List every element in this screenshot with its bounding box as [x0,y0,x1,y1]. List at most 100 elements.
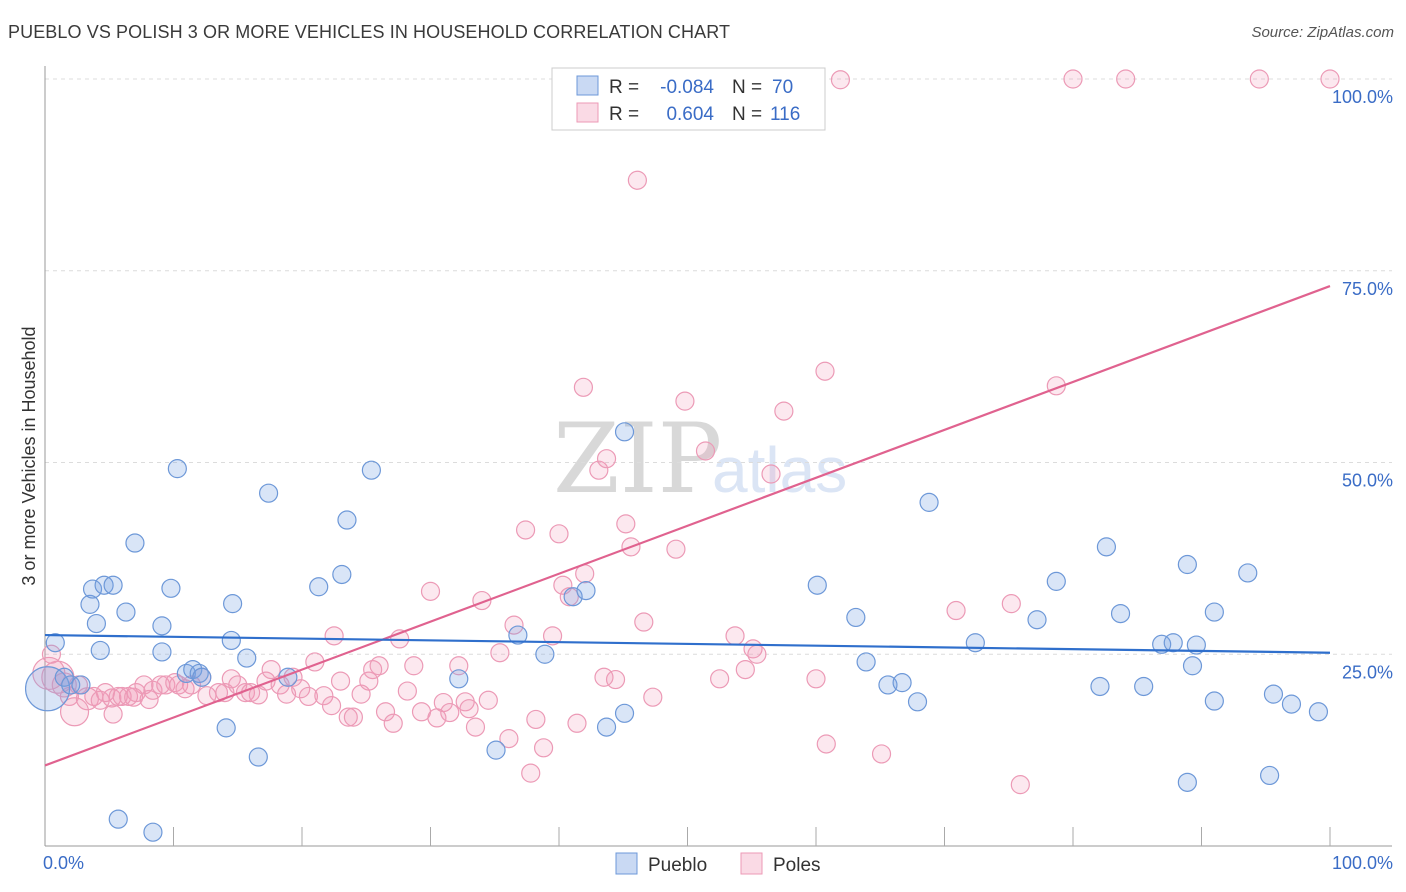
pueblo-point-56 [1134,676,1154,697]
y-tick-label-0: 25.0% [1342,662,1393,682]
pueblo-point-25 [223,594,243,614]
pueblo-point-3 [61,675,81,695]
poles-point-70 [490,643,510,663]
series-legend-swatch-pueblo [615,852,638,875]
poles-point-60 [420,581,441,601]
poles-point-95 [725,626,745,646]
pueblo-point-11 [108,809,128,829]
pueblo-point-44 [846,607,866,628]
poles-point-111 [1116,69,1136,89]
pueblo-point-23 [216,718,236,738]
watermark: ZIP atlas [553,403,847,515]
series-poles-points [32,69,1340,795]
y-tick-label-2: 75.0% [1342,279,1393,299]
poles-point-99 [761,464,781,484]
legend-n-value-pueblo: 70 [772,77,793,98]
poles-point-5 [59,697,90,727]
poles-point-107 [1001,594,1021,614]
pueblo-point-2 [54,667,74,687]
pueblo-point-69 [1308,702,1329,722]
poles-point-75 [526,709,546,730]
poles-point-82 [573,377,594,397]
pueblo-point-58 [1163,633,1183,653]
legend-r-value-pueblo: -0.084 [660,77,714,98]
poles-point-1 [41,644,62,664]
pueblo-point-61 [1182,656,1203,676]
poles-point-90 [634,612,654,632]
poles-point-49 [343,707,363,727]
x-tick-label-max: 100.0% [1332,853,1393,873]
pueblo-point-17 [161,578,181,598]
pueblo-point-7 [86,613,107,634]
pueblo-point-28 [258,483,279,503]
pueblo-point-32 [337,510,357,530]
poles-point-87 [616,514,636,534]
poles-point-76 [533,738,554,758]
poles-point-57 [397,681,417,701]
series-pueblo-points [24,422,1329,842]
x-tick-label-min: 0.0% [43,853,84,873]
poles-point-46 [324,626,344,646]
poles-point-112 [1249,69,1269,89]
poles-point-37 [261,659,281,680]
pueblo-point-12 [116,602,136,622]
pueblo-point-55 [1110,603,1131,624]
poles-point-66 [459,699,479,719]
poles-point-54 [375,702,396,722]
pueblo-point-14 [143,822,163,842]
poles-point-113 [1320,69,1340,89]
pueblo-point-41 [614,422,635,442]
pueblo-point-15 [152,642,172,662]
pueblo-point-54 [1096,537,1117,557]
pueblo-point-34 [449,669,469,689]
pueblo-point-22 [192,667,212,687]
poles-point-62 [433,692,453,713]
x-ticks [173,827,1331,846]
pueblo-point-63 [1204,602,1224,622]
axes [44,66,1392,847]
pueblo-point-43 [807,575,827,595]
pueblo-point-13 [125,533,145,553]
pueblo-point-0 [24,666,71,712]
pueblo-point-42 [614,703,635,723]
pueblo-point-68 [1281,694,1302,714]
pueblo-point-49 [919,492,939,512]
series-legend: Pueblo Poles [615,852,821,876]
poles-point-106 [946,600,966,621]
pueblo-point-1 [45,633,65,653]
x-tick-labels: 0.0% 100.0% [43,853,1393,873]
legend-n-label-pueblo: N = [732,77,762,98]
legend-r-value-poles: 0.604 [666,104,714,125]
series-legend-label-pueblo: Pueblo [648,855,707,876]
y-tick-label-1: 50.0% [1342,471,1393,491]
poles-point-42 [298,686,319,707]
trend-line-poles [44,285,1331,767]
poles-point-51 [359,671,379,691]
poles-point-102 [830,70,851,90]
poles-point-74 [521,763,541,783]
trend-lines [44,285,1331,767]
pueblo-point-37 [535,644,555,664]
pueblo-point-30 [309,577,329,597]
poles-point-53 [369,656,389,676]
poles-point-73 [515,520,536,540]
pueblo-point-5 [80,594,100,614]
pueblo-point-39 [576,580,596,601]
legend-n-label-poles: N = [732,104,762,125]
legend-r-label-pueblo: R = [609,77,639,98]
pueblo-point-59 [1177,772,1197,792]
poles-point-94 [695,441,716,461]
poles-point-77 [542,626,563,646]
pueblo-point-67 [1263,684,1284,704]
poles-point-63 [440,702,460,723]
pueblo-point-24 [221,630,241,651]
watermark-zip: ZIP [553,403,722,515]
poles-point-41 [291,679,311,699]
poles-point-45 [321,696,342,716]
pueblo-point-4 [71,675,91,695]
poles-point-104 [806,669,826,689]
poles-point-44 [314,686,334,706]
poles-point-98 [747,644,767,664]
poles-point-71 [499,729,519,749]
poles-point-12 [103,704,123,724]
